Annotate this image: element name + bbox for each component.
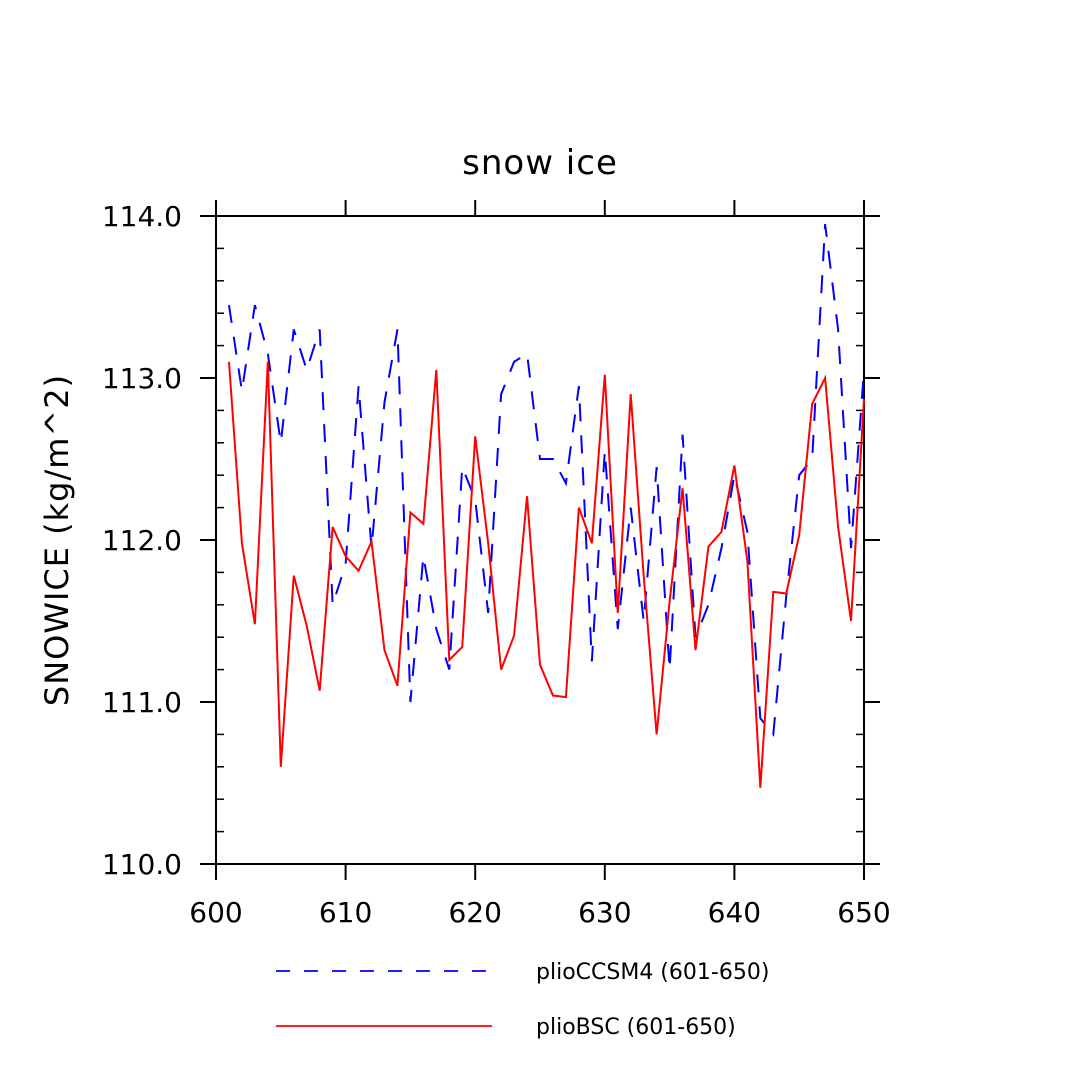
x-tick-label: 600 (189, 896, 242, 929)
y-tick-label: 111.0 (102, 686, 182, 719)
x-tick-label: 640 (708, 896, 761, 929)
y-axis-label: SNOWICE (kg/m^2) (38, 374, 76, 706)
x-tick-label: 620 (448, 896, 501, 929)
series-line-2 (227, 361, 865, 788)
y-tick-label: 112.0 (102, 524, 182, 557)
chart-title: snow ice (462, 143, 618, 183)
x-tick-label: 630 (578, 896, 631, 929)
legend: plioCCSM4 (601-650) plioBSC (601-650) (276, 960, 769, 1040)
x-tick-label: 650 (837, 896, 890, 929)
tick-marks (200, 200, 880, 880)
series-line-1 (227, 223, 865, 737)
legend-label-1: plioCCSM4 (601-650) (536, 960, 769, 985)
series-lines (227, 223, 865, 788)
x-tick-label: 610 (319, 896, 372, 929)
y-tick-label: 114.0 (102, 200, 182, 233)
y-tick-label: 113.0 (102, 362, 182, 395)
plot-frame (215, 215, 865, 865)
y-tick-label: 110.0 (102, 848, 182, 881)
tick-labels: 600 610 620 630 640 650 110.0 111.0 112.0 113.0 11… (102, 200, 891, 929)
legend-label-2: plioBSC (601-650) (536, 1015, 736, 1040)
